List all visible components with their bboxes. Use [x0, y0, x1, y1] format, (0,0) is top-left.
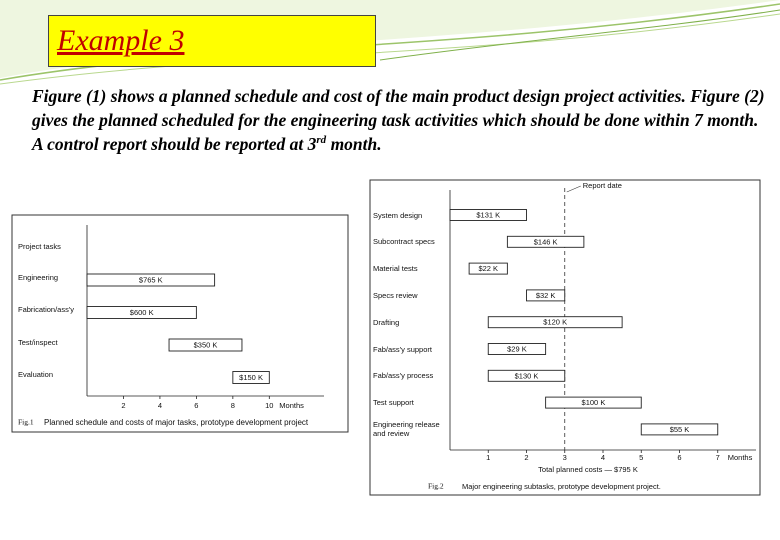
task-bar [468, 262, 508, 275]
task-label-box: Fab/ass'y support [373, 344, 432, 354]
task-label-box: Material tests [373, 264, 418, 274]
task-label-box: Fabrication/ass'y [18, 305, 75, 314]
task-label-box: Subcontract specs [373, 237, 435, 247]
figure-frame [11, 214, 349, 433]
x-tick-label: 6 [677, 453, 681, 462]
task-bar [487, 343, 547, 355]
x-tick-label: 2 [121, 401, 125, 410]
task-label: Material tests [373, 264, 418, 274]
cost-label: $32 K [536, 291, 556, 300]
task-bar [526, 289, 566, 302]
report-date-label: Report date [583, 181, 622, 190]
title: Example 3 [57, 24, 185, 57]
task-bar [487, 369, 566, 382]
task-label: System design [373, 210, 423, 220]
task-bar [86, 306, 197, 319]
task-label-box: Engineering [18, 272, 59, 282]
x-tick-label: 7 [716, 453, 720, 462]
task-label: Test/inspect [18, 337, 58, 347]
task-bar [168, 338, 243, 352]
task-label: Drafting [373, 317, 400, 327]
cost-label: $55 K [670, 425, 690, 434]
x-tick-label: 6 [194, 401, 198, 410]
task-label: Fabrication/ass'y [18, 305, 75, 314]
x-tick-label: 5 [639, 453, 643, 462]
task-label: Test support [373, 398, 414, 408]
cost-label: $150 K [239, 373, 263, 382]
task-label: Fab/ass'y support [373, 344, 432, 354]
superscript: rd [316, 134, 327, 147]
task-label-box: Test support [373, 398, 414, 408]
cost-label: $146 K [534, 237, 558, 246]
cost-label: $350 K [194, 340, 218, 349]
paragraph-text: Figure (1) shows a planned schedule and … [32, 86, 765, 154]
task-label-box: Test/inspect [18, 337, 58, 347]
task-label: Fab/ass'y process [373, 371, 434, 381]
task-bar [232, 371, 270, 384]
paragraph-end: month. [326, 134, 382, 154]
task-bar [487, 316, 623, 329]
x-axis-label: Months [728, 453, 753, 462]
cost-label: $29 K [507, 344, 527, 353]
task-label: Engineering [18, 272, 59, 282]
x-tick-label: 2 [524, 453, 528, 462]
title-box: Example 3 [48, 15, 376, 67]
caption: Major engineering subtasks, prototype de… [462, 482, 661, 491]
cost-label: $765 K [139, 275, 163, 284]
task-label: Subcontract specs [373, 237, 435, 247]
report-date-pointer [566, 185, 581, 193]
x-tick-label: 1 [486, 453, 490, 462]
task-header: Project tasks [18, 242, 61, 251]
task-bar [449, 209, 527, 221]
cost-label: $120 K [543, 318, 567, 327]
cost-label: $131 K [476, 210, 500, 219]
task-label-box: Engineering release and review [373, 420, 440, 439]
cost-label: $22 K [478, 264, 498, 273]
x-axis-label: Months [279, 401, 304, 410]
task-label: Specs review [373, 290, 418, 300]
task-bar [545, 396, 642, 409]
task-label-box: Fab/ass'y process [373, 371, 434, 381]
x-tick-label: 8 [231, 401, 235, 410]
task-label-box: System design [373, 210, 423, 220]
task-label-box: Evaluation [18, 370, 54, 379]
x-tick-label: 4 [158, 401, 162, 410]
task-bar [640, 423, 719, 436]
x-tick-label: 10 [265, 401, 273, 410]
caption-number: Fig.1 [18, 418, 34, 427]
total-cost: Total planned costs — $795 K [538, 465, 638, 474]
task-label: Engineering release and review [373, 420, 440, 439]
cost-label: $130 K [515, 371, 539, 380]
caption: Planned schedule and costs of major task… [44, 418, 309, 427]
paragraph: Figure (1) shows a planned schedule and … [32, 84, 772, 156]
cost-label: $100 K [582, 398, 606, 407]
task-bar [86, 273, 216, 287]
task-label-box: Specs review [373, 290, 418, 300]
cost-label: $600 K [130, 308, 154, 317]
task-label-box: Drafting [373, 317, 400, 327]
x-tick-label: 4 [601, 453, 605, 462]
caption-number: Fig.2 [428, 482, 444, 491]
task-bar [506, 235, 585, 248]
task-label: Evaluation [18, 370, 54, 379]
x-tick-label: 3 [563, 453, 567, 462]
